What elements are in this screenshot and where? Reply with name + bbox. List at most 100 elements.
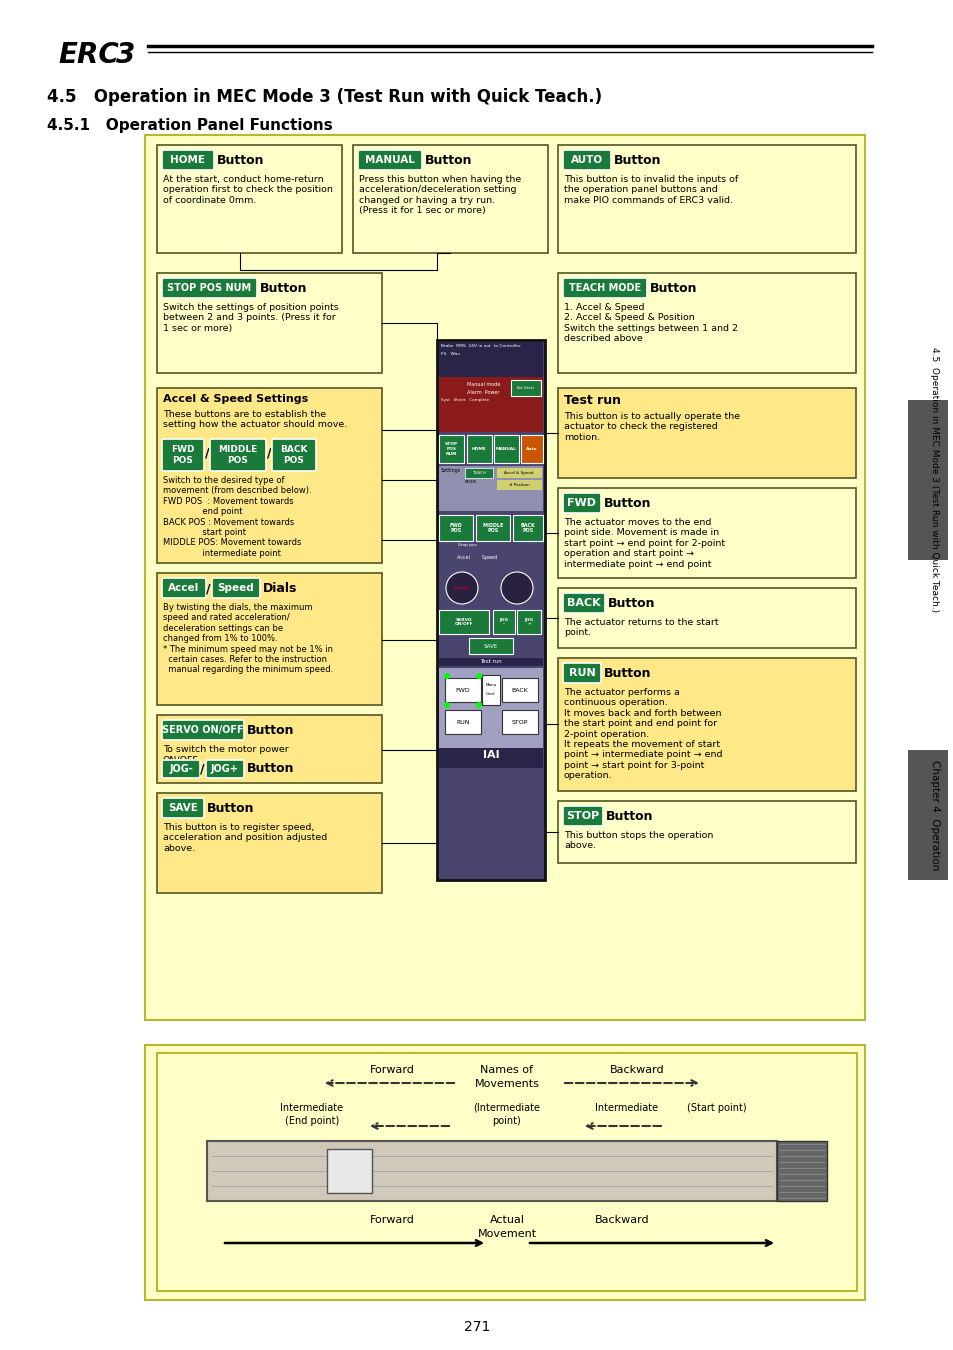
Text: Test run: Test run — [479, 659, 501, 664]
Text: Accel & Speed Settings: Accel & Speed Settings — [163, 394, 308, 404]
Bar — [776, 1141, 826, 1202]
Text: Intermediate: Intermediate — [280, 1103, 343, 1112]
Text: 271: 271 — [463, 1320, 490, 1334]
Bar — [469, 639, 513, 653]
Text: Backward: Backward — [609, 1065, 663, 1075]
Text: Test run: Test run — [563, 394, 620, 406]
Text: STOP POS NUM: STOP POS NUM — [168, 284, 252, 293]
Text: ERC: ERC — [58, 40, 118, 69]
Text: Button: Button — [216, 154, 264, 167]
Text: Accel: Accel — [168, 583, 199, 593]
Text: Brake  RMS  24V in out  to Controller: Brake RMS 24V in out to Controller — [440, 344, 520, 348]
Text: Backward: Backward — [594, 1215, 649, 1224]
Bar — [558, 589, 855, 648]
Text: /: / — [199, 763, 204, 775]
Text: BACK: BACK — [567, 598, 600, 608]
Text: Press this button when having the
acceleration/deceleration setting
changed or h: Press this button when having the accele… — [358, 176, 520, 215]
FancyBboxPatch shape — [162, 150, 213, 170]
Text: Button: Button — [260, 282, 307, 296]
Bar — [438, 610, 489, 634]
Bar — [436, 340, 544, 880]
Text: RUN: RUN — [568, 668, 595, 678]
Text: (Intermediate: (Intermediate — [473, 1103, 540, 1112]
FancyBboxPatch shape — [562, 150, 610, 170]
Bar — [145, 1045, 864, 1300]
Text: This button is to invalid the inputs of
the operation panel buttons and
make PIO: This button is to invalid the inputs of … — [563, 176, 738, 205]
Text: Button: Button — [614, 154, 660, 167]
Bar — [476, 514, 510, 541]
FancyBboxPatch shape — [162, 439, 204, 471]
FancyBboxPatch shape — [272, 439, 315, 471]
Bar — [520, 435, 542, 463]
Text: Speed: Speed — [217, 583, 254, 593]
Text: # Position: # Position — [508, 483, 529, 487]
Bar — [438, 769, 542, 878]
Circle shape — [446, 572, 477, 603]
Circle shape — [476, 674, 481, 679]
FancyBboxPatch shape — [562, 806, 602, 826]
Bar — [157, 792, 381, 892]
Bar — [327, 1149, 372, 1193]
Text: Switch to the desired type of
movement (from described below).
FWD POS  : Moveme: Switch to the desired type of movement (… — [163, 477, 312, 558]
Bar — [501, 710, 537, 734]
Text: 3: 3 — [116, 40, 135, 69]
Text: These buttons are to establish the
setting how the actuator should move.: These buttons are to establish the setti… — [163, 410, 347, 429]
Text: Button: Button — [607, 597, 655, 610]
Text: MANUAL: MANUAL — [365, 155, 415, 165]
Text: 4.5.1   Operation Panel Functions: 4.5.1 Operation Panel Functions — [47, 117, 333, 134]
Text: At the start, conduct home-return
operation first to check the position
of coord: At the start, conduct home-return operat… — [163, 176, 333, 205]
Text: STOP
POS
NUM: STOP POS NUM — [444, 443, 457, 455]
Bar — [438, 748, 542, 768]
Text: Dials: Dials — [263, 582, 297, 595]
Bar — [493, 610, 515, 634]
Text: FWD: FWD — [456, 687, 470, 693]
Text: Button: Button — [605, 810, 653, 824]
Bar — [558, 657, 855, 791]
FancyBboxPatch shape — [357, 150, 421, 170]
Bar — [558, 387, 855, 478]
Text: TEACH: TEACH — [472, 471, 485, 475]
Text: MODE: MODE — [464, 481, 477, 485]
Bar — [145, 135, 864, 1021]
Text: TEACH MODE: TEACH MODE — [568, 284, 640, 293]
Bar — [157, 144, 341, 252]
Text: Accel        Speed: Accel Speed — [456, 555, 497, 560]
Text: HOME: HOME — [472, 447, 486, 451]
Bar — [438, 466, 542, 512]
Text: Auto: Auto — [526, 447, 537, 451]
Text: Button: Button — [207, 802, 254, 815]
Text: Settings: Settings — [440, 468, 460, 472]
Bar — [438, 342, 542, 377]
FancyBboxPatch shape — [562, 493, 600, 513]
Text: Switch the settings of position points
between 2 and 3 points. (Press it for
1 s: Switch the settings of position points b… — [163, 302, 338, 333]
Bar — [157, 273, 381, 373]
Bar — [207, 1141, 776, 1202]
FancyBboxPatch shape — [210, 439, 266, 471]
Text: RUN: RUN — [456, 720, 469, 725]
Text: Button: Button — [603, 497, 651, 510]
Bar — [517, 610, 540, 634]
Text: Names of: Names of — [480, 1065, 533, 1075]
Bar — [464, 468, 493, 478]
Text: JOG
-: JOG - — [499, 618, 508, 626]
Bar — [157, 716, 381, 783]
Text: Actual: Actual — [489, 1215, 524, 1224]
Text: This button is to actually operate the
actuator to check the registered
motion.: This button is to actually operate the a… — [563, 412, 740, 441]
Text: Pos.adj: Pos.adj — [455, 586, 469, 590]
Text: SAVE: SAVE — [483, 644, 497, 648]
Text: /: / — [206, 582, 210, 595]
Text: STOP: STOP — [511, 720, 528, 725]
Text: The actuator performs a
continuous operation.
It moves back and forth between
th: The actuator performs a continuous opera… — [563, 688, 721, 780]
Text: Intermediate: Intermediate — [595, 1103, 658, 1112]
FancyBboxPatch shape — [162, 578, 206, 598]
Text: Button: Button — [603, 667, 651, 680]
Bar — [444, 710, 480, 734]
Text: 4.5   Operation in MEC Mode 3 (Test Run with Quick Teach.): 4.5 Operation in MEC Mode 3 (Test Run wi… — [47, 88, 601, 107]
Text: (End point): (End point) — [285, 1116, 338, 1126]
Text: This button stops the operation
above.: This button stops the operation above. — [563, 832, 713, 850]
Text: Chapter 4  Operation: Chapter 4 Operation — [929, 760, 939, 871]
Bar — [157, 387, 381, 563]
Bar — [438, 657, 542, 666]
Text: SERVO
ON/OFF: SERVO ON/OFF — [455, 618, 473, 626]
Text: BACK: BACK — [511, 687, 528, 693]
